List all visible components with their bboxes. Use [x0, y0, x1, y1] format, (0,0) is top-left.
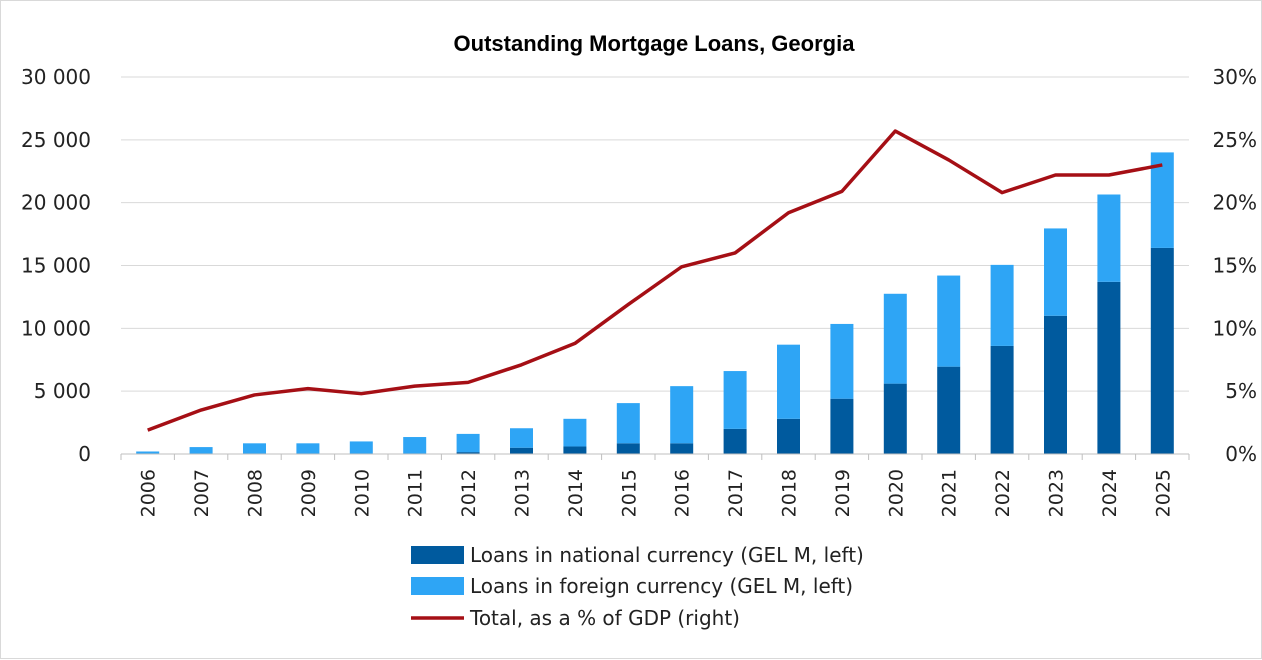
bar-foreign-currency [884, 294, 907, 384]
x-axis-tick-label: 2025 [1152, 469, 1174, 517]
right-axis-tick-label: 5% [1225, 379, 1257, 403]
right-axis-tick-label: 30% [1213, 65, 1257, 89]
right-axis-tick-label: 0% [1225, 442, 1257, 466]
bar-national-currency [617, 443, 640, 454]
x-axis-tick-label: 2017 [725, 469, 747, 517]
bar-national-currency [724, 429, 747, 454]
x-axis-tick-label: 2021 [939, 469, 961, 517]
bar-foreign-currency [510, 428, 533, 447]
right-axis-tick-label: 20% [1213, 191, 1257, 215]
x-axis-tick-label: 2006 [138, 469, 160, 517]
right-axis-tick-label: 25% [1213, 128, 1257, 152]
x-axis-tick-label: 2013 [512, 469, 534, 517]
bar-foreign-currency [670, 386, 693, 443]
bar-foreign-currency [1044, 228, 1067, 315]
left-axis-tick-label: 25 000 [21, 128, 91, 152]
x-axis-tick-label: 2012 [458, 469, 480, 517]
x-axis-tick-label: 2019 [832, 469, 854, 517]
x-axis-tick-label: 2007 [191, 469, 213, 517]
chart-title: Outstanding Mortgage Loans, Georgia [454, 31, 856, 56]
bar-national-currency [563, 446, 586, 454]
x-axis-tick-label: 2015 [618, 469, 640, 517]
bar-foreign-currency [991, 265, 1014, 346]
x-axis-tick-label: 2008 [245, 469, 267, 517]
left-axis-tick-label: 5 000 [34, 379, 91, 403]
x-axis-tick-label: 2022 [992, 469, 1014, 517]
legend-label: Loans in foreign currency (GEL M, left) [470, 574, 853, 598]
x-axis-tick-label: 2009 [298, 469, 320, 517]
x-axis-tick-label: 2023 [1046, 469, 1068, 517]
left-axis-tick-label: 15 000 [21, 254, 91, 278]
bar-national-currency [884, 384, 907, 454]
x-axis-tick-label: 2020 [885, 469, 907, 517]
legend-label: Total, as a % of GDP (right) [469, 606, 740, 630]
bar-foreign-currency [563, 419, 586, 447]
x-axis-tick-label: 2024 [1099, 469, 1121, 517]
left-axis-tick-label: 30 000 [21, 65, 91, 89]
left-axis-tick-label: 10 000 [21, 316, 91, 340]
bar-national-currency [1044, 316, 1067, 454]
x-axis-tick-label: 2018 [779, 469, 801, 517]
bar-national-currency [777, 419, 800, 454]
bar-foreign-currency [830, 324, 853, 399]
bar-foreign-currency [1097, 194, 1120, 281]
bar-national-currency [670, 443, 693, 454]
bar-foreign-currency [403, 437, 426, 454]
bar-national-currency [510, 448, 533, 454]
gridlines [121, 77, 1189, 391]
x-axis-tick-label: 2016 [672, 469, 694, 517]
bars [136, 152, 1174, 454]
legend: Loans in national currency (GEL M, left)… [411, 543, 864, 630]
bar-foreign-currency [296, 443, 319, 454]
bar-national-currency [1151, 248, 1174, 454]
bar-foreign-currency [724, 371, 747, 429]
bar-foreign-currency [617, 403, 640, 443]
bar-foreign-currency [457, 434, 480, 452]
bar-national-currency [1097, 282, 1120, 454]
x-axis-tick-label: 2014 [565, 469, 587, 517]
bar-national-currency [830, 399, 853, 454]
x-axis-tick-label: 2010 [351, 469, 373, 517]
legend-swatch-national [411, 546, 464, 564]
bar-national-currency [937, 367, 960, 454]
right-axis-tick-label: 10% [1213, 316, 1257, 340]
x-axis-tick-label: 2011 [405, 469, 427, 517]
legend-swatch-foreign [411, 577, 464, 595]
bar-foreign-currency [190, 447, 213, 454]
bar-foreign-currency [350, 441, 373, 454]
bar-foreign-currency [243, 443, 266, 454]
legend-label: Loans in national currency (GEL M, left) [470, 543, 864, 567]
bar-foreign-currency [777, 345, 800, 419]
right-axis-tick-label: 15% [1213, 254, 1257, 278]
bar-foreign-currency [937, 276, 960, 367]
left-axis-tick-label: 0 [78, 442, 91, 466]
bar-national-currency [991, 346, 1014, 454]
left-axis-tick-label: 20 000 [21, 191, 91, 215]
